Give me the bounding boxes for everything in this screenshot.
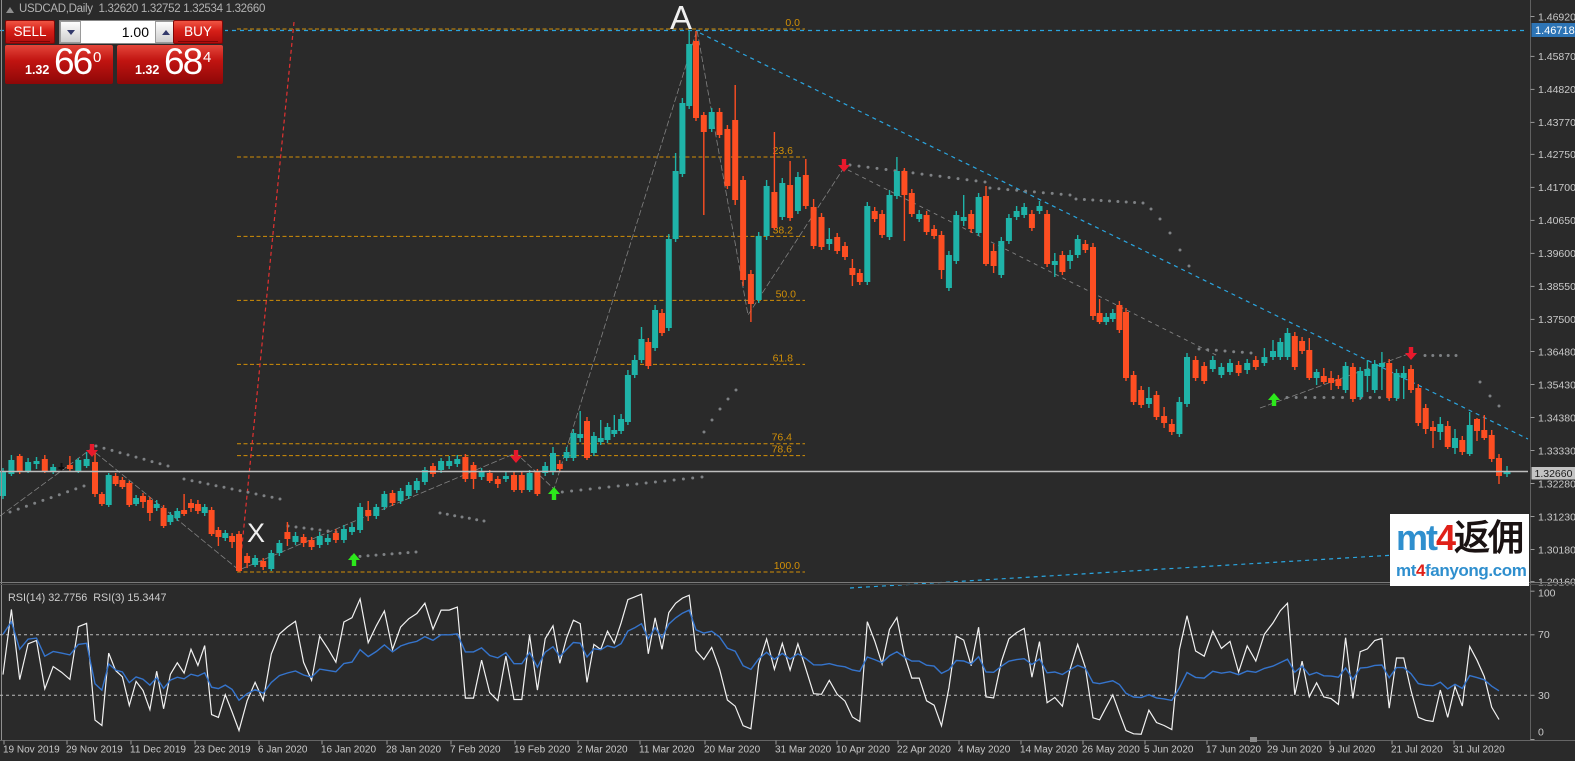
svg-text:76.4: 76.4: [772, 432, 793, 444]
svg-text:31 Jul 2020: 31 Jul 2020: [1453, 745, 1505, 756]
svg-text:1.44820: 1.44820: [1538, 84, 1575, 96]
svg-text:1.46920: 1.46920: [1538, 11, 1575, 23]
svg-text:1.43770: 1.43770: [1538, 117, 1575, 129]
svg-text:1.38550: 1.38550: [1538, 281, 1575, 293]
svg-text:30: 30: [1538, 690, 1550, 702]
svg-text:19 Feb 2020: 19 Feb 2020: [514, 745, 571, 756]
svg-text:100: 100: [1538, 588, 1556, 600]
svg-text:RSI(14) 32.7756 RSI(3) 15.344: RSI(14) 32.7756 RSI(3) 15.3447: [8, 592, 166, 604]
svg-text:1.32280: 1.32280: [1538, 478, 1575, 490]
svg-text:1.33330: 1.33330: [1538, 445, 1575, 457]
svg-text:20 Mar 2020: 20 Mar 2020: [704, 745, 761, 756]
svg-text:14 May 2020: 14 May 2020: [1020, 745, 1078, 756]
svg-text:61.8: 61.8: [773, 352, 794, 364]
svg-text:23.6: 23.6: [773, 145, 794, 157]
svg-text:78.6: 78.6: [772, 444, 793, 456]
svg-text:29 Nov 2019: 29 Nov 2019: [66, 745, 123, 756]
svg-text:X: X: [247, 518, 265, 548]
svg-text:26 May 2020: 26 May 2020: [1082, 745, 1140, 756]
svg-text:11 Mar 2020: 11 Mar 2020: [639, 745, 695, 756]
svg-text:1.32660: 1.32660: [1535, 468, 1573, 480]
svg-text:1.34380: 1.34380: [1538, 412, 1575, 424]
svg-text:6 Jan 2020: 6 Jan 2020: [258, 745, 308, 756]
svg-text:1.40650: 1.40650: [1538, 215, 1575, 227]
svg-text:19 Nov 2019: 19 Nov 2019: [3, 745, 60, 756]
svg-text:1.39600: 1.39600: [1538, 248, 1575, 260]
svg-text:7 Feb 2020: 7 Feb 2020: [450, 745, 501, 756]
svg-text:10 Apr 2020: 10 Apr 2020: [836, 745, 890, 756]
svg-text:38.2: 38.2: [773, 224, 794, 236]
svg-text:16 Jan 2020: 16 Jan 2020: [321, 745, 376, 756]
svg-text:1.42750: 1.42750: [1538, 149, 1575, 161]
svg-text:2 Mar 2020: 2 Mar 2020: [577, 745, 628, 756]
svg-text:70: 70: [1538, 629, 1550, 641]
svg-text:22 Apr 2020: 22 Apr 2020: [897, 745, 951, 756]
svg-text:28 Jan 2020: 28 Jan 2020: [386, 745, 441, 756]
svg-text:21 Jul 2020: 21 Jul 2020: [1391, 745, 1443, 756]
svg-text:11 Dec 2019: 11 Dec 2019: [130, 745, 186, 756]
svg-text:0.0: 0.0: [785, 17, 800, 29]
svg-text:1.46718: 1.46718: [1535, 25, 1575, 37]
svg-text:1.36480: 1.36480: [1538, 346, 1575, 358]
svg-text:31 Mar 2020: 31 Mar 2020: [775, 745, 832, 756]
svg-text:23 Dec 2019: 23 Dec 2019: [194, 745, 251, 756]
svg-text:1.31230: 1.31230: [1538, 511, 1575, 523]
svg-text:5 Jun 2020: 5 Jun 2020: [1144, 745, 1194, 756]
svg-text:A: A: [670, 0, 692, 36]
svg-text:4 May 2020: 4 May 2020: [958, 745, 1011, 756]
svg-text:100.0: 100.0: [774, 560, 800, 572]
svg-text:0: 0: [1538, 727, 1544, 739]
svg-text:29 Jun 2020: 29 Jun 2020: [1267, 745, 1322, 756]
svg-text:50.0: 50.0: [776, 288, 797, 300]
svg-text:9 Jul 2020: 9 Jul 2020: [1329, 745, 1376, 756]
svg-text:17 Jun 2020: 17 Jun 2020: [1206, 745, 1261, 756]
svg-text:1.45870: 1.45870: [1538, 51, 1575, 63]
svg-text:1.37500: 1.37500: [1538, 314, 1575, 326]
svg-text:1.41700: 1.41700: [1538, 182, 1575, 194]
svg-text:1.30180: 1.30180: [1538, 544, 1575, 556]
svg-text:1.35430: 1.35430: [1538, 379, 1575, 391]
